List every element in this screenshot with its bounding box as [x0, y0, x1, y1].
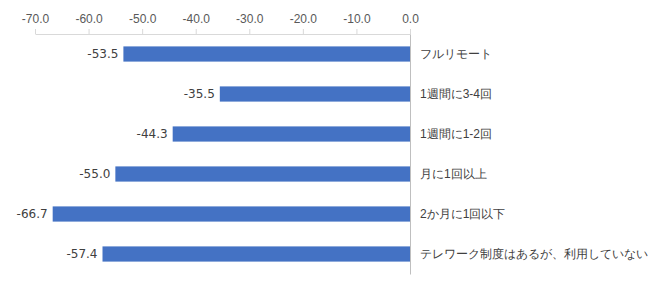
y-tick: 1週間に1-2回	[410, 127, 492, 141]
y-tick: 月に1回以上	[410, 167, 487, 181]
x-tick-mark	[89, 29, 90, 34]
x-axis-line	[36, 34, 411, 35]
chart: -70.0 -60.0 -50.0 -40.0 -30.0 -20.0 -10.0 0.0 フル…	[0, 0, 661, 305]
x-tick-mark	[196, 29, 197, 34]
data-label: -44.3	[137, 127, 168, 141]
x-tick-label: -10.0	[343, 12, 371, 26]
data-label: -53.5	[87, 47, 118, 61]
bar	[53, 206, 410, 221]
x-tick: -10.0	[343, 12, 371, 34]
x-tick: -30.0	[236, 12, 264, 34]
y-tick: テレワーク制度はあるが、利用していない	[410, 247, 648, 261]
y-axis-line	[410, 35, 411, 275]
y-tick-label: フルリモート	[420, 47, 492, 61]
data-label: -55.0	[79, 167, 110, 181]
x-tick-label: -40.0	[183, 12, 211, 26]
x-tick-mark	[356, 29, 357, 34]
bars	[53, 46, 410, 261]
bar	[103, 246, 411, 261]
x-tick: 0.0	[402, 12, 419, 34]
data-label: -57.4	[66, 247, 97, 261]
x-axis: -70.0 -60.0 -50.0 -40.0 -30.0 -20.0 -10.0 0.0	[22, 12, 419, 35]
x-tick-label: -70.0	[22, 12, 50, 26]
x-tick: -70.0	[22, 12, 50, 34]
data-labels: -53.5 -35.5 -44.3 -55.0 -66.7 -57.4	[17, 47, 215, 261]
x-tick-mark	[249, 29, 250, 34]
y-tick-label: 1週間に3-4回	[420, 87, 492, 101]
y-tick: 2か月に1回以下	[410, 207, 505, 221]
bar	[115, 166, 410, 181]
data-label: -35.5	[184, 87, 215, 101]
y-axis: フルリモート 1週間に3-4回 1週間に1-2回月に1回以上 2か月に1回以下テレワー…	[410, 35, 648, 275]
x-tick: -60.0	[75, 12, 103, 34]
bar	[220, 86, 410, 101]
y-tick-label: テレワーク制度はあるが、利用していない	[420, 247, 648, 261]
x-tick: -40.0	[183, 12, 211, 34]
x-tick: -20.0	[290, 12, 318, 34]
y-tick-label: 2か月に1回以下	[420, 207, 505, 221]
bar	[123, 46, 410, 61]
x-tick-mark	[35, 29, 36, 34]
x-tick-mark	[410, 29, 411, 34]
x-tick-label: -20.0	[290, 12, 318, 26]
y-tick-label: 月に1回以上	[420, 167, 487, 181]
x-tick-label: 0.0	[402, 12, 419, 26]
y-tick-label: 1週間に1-2回	[420, 127, 492, 141]
bar	[173, 126, 410, 141]
x-tick: -50.0	[129, 12, 157, 34]
x-tick-mark	[142, 29, 143, 34]
y-tick: フルリモート	[410, 47, 492, 61]
x-tick-label: -50.0	[129, 12, 157, 26]
y-tick: 1週間に3-4回	[410, 87, 492, 101]
x-tick-label: -30.0	[236, 12, 264, 26]
x-tick-label: -60.0	[75, 12, 103, 26]
data-label: -66.7	[17, 207, 48, 221]
x-tick-mark	[303, 29, 304, 34]
